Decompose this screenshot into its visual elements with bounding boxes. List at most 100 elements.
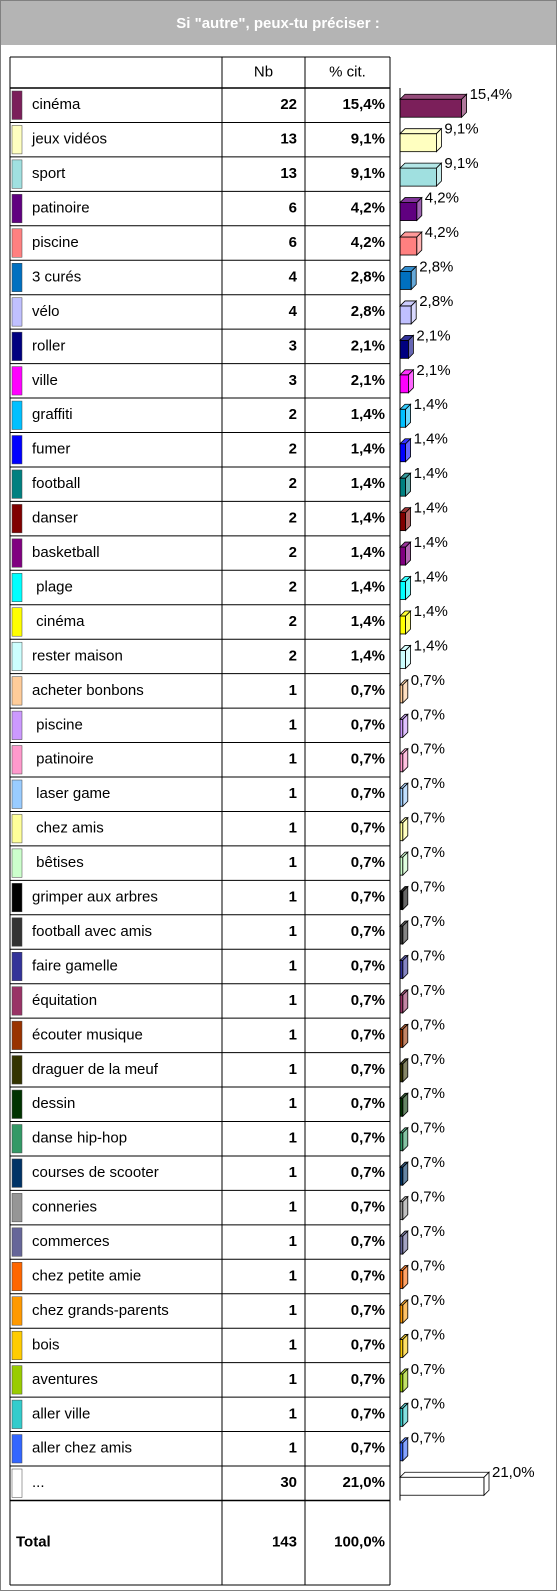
category-label: cinéma	[32, 613, 85, 630]
bar-label: 0,7%	[411, 947, 445, 964]
bar-label: 0,7%	[411, 1189, 445, 1206]
swatch	[11, 90, 23, 120]
bar-side	[402, 885, 409, 911]
bar-side	[402, 920, 409, 945]
swatch	[11, 1365, 23, 1395]
bar-side	[402, 747, 409, 773]
percent: 1,4%	[351, 510, 385, 527]
count: 1	[289, 923, 297, 940]
bar	[399, 167, 437, 187]
count: 1	[289, 785, 297, 802]
bar	[399, 236, 418, 256]
swatch	[11, 1193, 23, 1223]
bar-label: 0,7%	[411, 1430, 445, 1447]
count: 1	[289, 957, 297, 974]
bar	[399, 512, 406, 532]
total-percent: 100,0%	[334, 1534, 385, 1551]
swatch	[11, 1434, 23, 1464]
category-label: draguer de la meuf	[32, 1061, 159, 1078]
count: 1	[289, 820, 297, 837]
percent: 0,7%	[351, 1061, 385, 1078]
swatch	[11, 228, 23, 258]
category-label: grimper aux arbres	[32, 889, 158, 906]
category-label: 3 curés	[32, 268, 81, 285]
count: 22	[280, 96, 297, 113]
percent: 9,1%	[351, 131, 385, 148]
bar-side	[402, 1367, 409, 1393]
bar-side	[402, 988, 409, 1014]
bar-label: 0,7%	[411, 1395, 445, 1412]
bar	[399, 1476, 485, 1496]
bar-label: 1,4%	[414, 534, 448, 551]
total-label: Total	[16, 1534, 51, 1551]
bar-label: 2,1%	[416, 362, 450, 379]
bar-side	[416, 196, 423, 222]
swatch	[11, 607, 23, 637]
percent: 0,7%	[351, 1405, 385, 1422]
swatch	[11, 159, 23, 189]
swatch	[11, 366, 23, 396]
bar-top	[399, 128, 443, 135]
percent: 21,0%	[342, 1474, 385, 1491]
bar-label: 1,4%	[414, 396, 448, 413]
bar-side	[402, 1436, 409, 1462]
swatch	[11, 676, 23, 706]
bar-label: 0,7%	[411, 1120, 445, 1137]
percent: 0,7%	[351, 1164, 385, 1181]
category-label: commerces	[32, 1233, 110, 1250]
category-label: football avec amis	[32, 923, 152, 940]
swatch	[11, 263, 23, 292]
category-label: patinoire	[32, 751, 94, 768]
bar-side	[402, 1092, 409, 1118]
percent: 0,7%	[351, 785, 385, 802]
title: Si "autre", peux-tu préciser :	[176, 15, 379, 32]
bar-side	[402, 1333, 409, 1359]
percent: 0,7%	[351, 1199, 385, 1216]
percent: 0,7%	[351, 992, 385, 1009]
bar-label: 1,4%	[414, 431, 448, 448]
bar	[399, 477, 406, 497]
percent: 0,7%	[351, 1095, 385, 1112]
count: 1	[289, 1336, 297, 1353]
percent: 0,7%	[351, 923, 385, 940]
percent: 0,7%	[351, 820, 385, 837]
swatch	[11, 194, 23, 224]
bar-label: 0,7%	[411, 1154, 445, 1171]
bar-side	[402, 1126, 409, 1152]
bar-side	[402, 816, 409, 842]
category-label: courses de scooter	[32, 1164, 159, 1181]
percent: 0,7%	[351, 682, 385, 699]
category-label: chez amis	[32, 820, 104, 837]
bar-side	[483, 1471, 490, 1497]
bar-label: 0,7%	[411, 1361, 445, 1378]
bar	[399, 546, 406, 566]
category-label: écouter musique	[32, 1026, 143, 1043]
bar-label: 0,7%	[411, 1292, 445, 1309]
percent: 1,4%	[351, 578, 385, 595]
bar-label: 2,8%	[419, 293, 453, 310]
percent: 0,7%	[351, 854, 385, 871]
count: 1	[289, 1267, 297, 1284]
bar-side	[405, 472, 412, 498]
category-label: cinéma	[32, 96, 81, 113]
count: 1	[289, 1026, 297, 1043]
swatch	[11, 573, 23, 602]
category-label: ...	[32, 1474, 45, 1491]
category-label: plage	[32, 578, 73, 595]
count: 13	[280, 131, 297, 148]
count: 2	[289, 441, 297, 458]
bar-label: 0,7%	[411, 1016, 445, 1033]
percent: 1,4%	[351, 544, 385, 561]
count: 1	[289, 1233, 297, 1250]
count: 1	[289, 1199, 297, 1216]
bar-side	[405, 575, 412, 601]
bar-side	[405, 403, 412, 429]
percent: 0,7%	[351, 751, 385, 768]
count: 1	[289, 854, 297, 871]
percent: 2,8%	[351, 303, 385, 320]
swatch	[11, 1399, 23, 1429]
count: 2	[289, 475, 297, 492]
bar-label: 1,4%	[414, 465, 448, 482]
category-label: danse hip-hop	[32, 1130, 127, 1147]
